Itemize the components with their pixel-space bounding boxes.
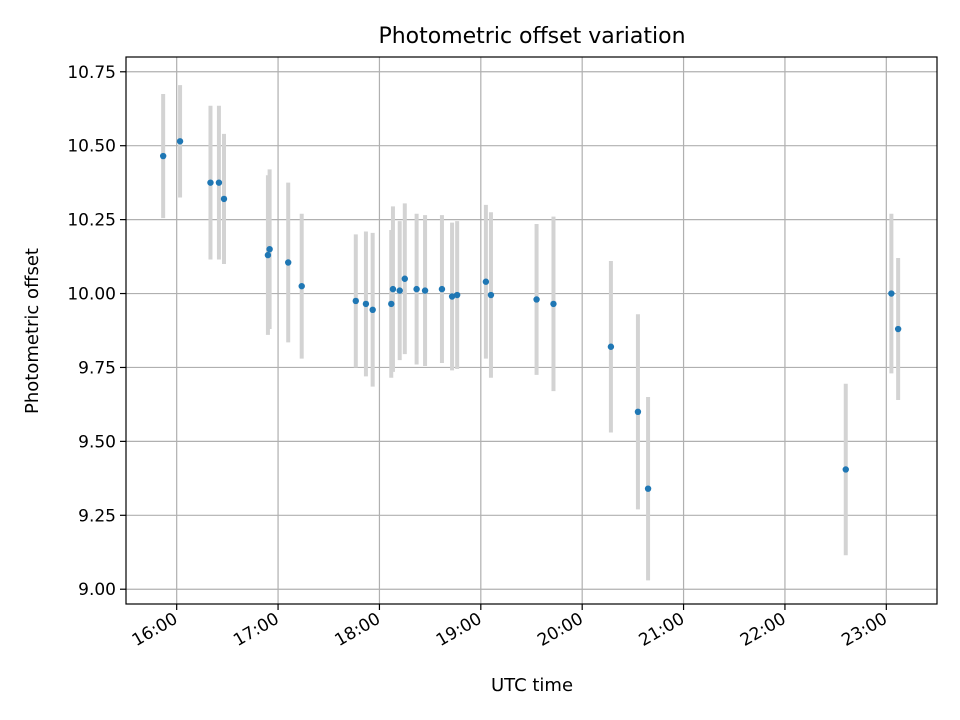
data-point <box>448 293 456 300</box>
y-tick-label: 10.75 <box>67 63 116 83</box>
data-points <box>159 138 902 492</box>
grid <box>126 57 937 604</box>
data-point <box>550 300 557 308</box>
data-point <box>894 325 902 333</box>
data-point <box>396 287 403 294</box>
data-point <box>266 245 273 253</box>
data-point <box>401 275 408 282</box>
data-point <box>388 300 395 308</box>
data-point <box>285 259 292 266</box>
data-point <box>888 290 895 297</box>
data-point <box>487 291 495 299</box>
data-point <box>421 287 429 294</box>
data-point <box>842 466 849 473</box>
data-point <box>298 282 305 290</box>
y-tick-label: 9.25 <box>78 506 116 526</box>
data-point <box>438 285 446 293</box>
y-tick-label: 10.00 <box>67 285 116 305</box>
data-point <box>215 179 223 186</box>
y-tick-label: 10.50 <box>67 137 116 157</box>
y-tick-label: 9.00 <box>78 580 116 600</box>
y-axis-ticks: 9.00 9.25 9.50 9.75 10.00 10.25 10.50 10.75 <box>67 63 126 600</box>
data-point <box>369 306 376 314</box>
data-point <box>644 485 652 492</box>
data-point <box>607 343 615 350</box>
data-point <box>176 138 184 145</box>
data-point <box>634 408 642 416</box>
data-point <box>482 278 490 285</box>
data-point <box>159 152 167 160</box>
data-point <box>362 300 370 308</box>
data-point <box>264 251 272 259</box>
chart-title: Photometric offset variation <box>378 24 685 49</box>
y-tick-label: 10.25 <box>67 211 116 231</box>
data-point <box>453 291 461 299</box>
data-point <box>533 296 540 303</box>
data-point <box>352 297 359 305</box>
plot-frame <box>125 56 938 605</box>
data-point <box>413 285 420 293</box>
y-tick-label: 9.50 <box>78 432 116 452</box>
data-point <box>220 195 228 203</box>
y-tick-label: 9.75 <box>78 358 116 378</box>
x-axis-label: UTC time <box>491 675 573 696</box>
y-axis-label: Photometric offset <box>22 248 43 414</box>
data-point <box>389 285 397 293</box>
data-point <box>207 179 214 186</box>
